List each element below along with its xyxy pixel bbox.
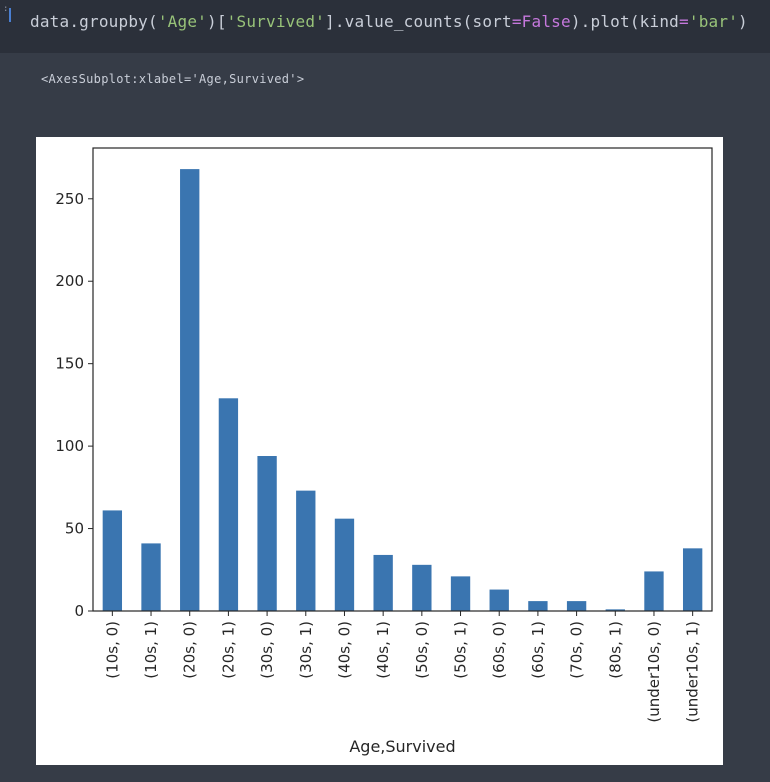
code-keyword-token: False	[521, 12, 571, 31]
bar-chart: 0 50 100 150 200 250 (10s, 0) (10s, 1) (20s, 0)…	[55, 147, 713, 756]
bar	[450, 576, 471, 611]
code-string-token: 'Age'	[157, 12, 207, 31]
code-string-token: 'bar'	[688, 12, 739, 31]
bar	[180, 169, 200, 611]
x-axis-label: Age,Survived	[349, 737, 455, 756]
code-string-token: 'Survived'	[226, 12, 325, 31]
code-operator-token: =	[511, 12, 522, 31]
x-tick-label: (50s, 0)	[413, 621, 431, 679]
y-axis-ticks: 0 50 100 150 200 250	[55, 190, 93, 620]
x-tick-label: (60s, 1)	[529, 621, 547, 679]
bar	[605, 609, 625, 611]
y-tick-label: 250	[55, 190, 84, 208]
x-axis-ticks: (10s, 0) (10s, 1) (20s, 0) (20s, 1) (30s, 0)…	[103, 611, 702, 723]
bar	[296, 490, 316, 611]
x-tick-label: (40s, 1)	[374, 621, 392, 679]
plot-output: 0 50 100 150 200 250 (10s, 0) (10s, 1) (20s, 0)…	[36, 137, 723, 765]
y-tick-label: 50	[65, 520, 84, 538]
bar	[218, 398, 239, 611]
code-cell[interactable]: : data.groupby('Age')['Survived'].value_…	[0, 0, 770, 53]
x-tick-label: (under10s, 0)	[645, 621, 663, 723]
code-token: data.groupby(	[30, 12, 158, 31]
x-tick-label: (10s, 0)	[103, 621, 121, 679]
x-tick-label: (20s, 0)	[181, 621, 199, 679]
bar	[682, 548, 703, 611]
x-tick-label: (30s, 1)	[297, 621, 315, 679]
x-tick-label: (30s, 0)	[258, 621, 276, 679]
bar	[102, 510, 123, 611]
bar	[566, 601, 587, 611]
x-tick-label: (70s, 0)	[568, 621, 586, 679]
bars-group	[102, 169, 703, 611]
code-token: ].value_counts(sort	[325, 12, 512, 31]
bar	[412, 564, 432, 611]
output-repr: <AxesSubplot:xlabel='Age,Survived'>	[41, 72, 305, 86]
bar	[141, 543, 161, 611]
code-token: ).plot(kind	[570, 12, 680, 31]
x-tick-label: (50s, 1)	[452, 621, 470, 679]
code-input[interactable]: data.groupby('Age')['Survived'].value_co…	[30, 12, 748, 31]
active-cell-marker	[9, 8, 11, 22]
bar	[257, 456, 277, 611]
bar	[644, 571, 664, 611]
x-tick-label: (40s, 0)	[335, 621, 353, 679]
bar	[373, 554, 393, 611]
x-tick-label: (under10s, 1)	[684, 621, 702, 723]
code-token: )	[738, 12, 748, 31]
y-tick-label: 100	[55, 437, 84, 455]
axes-frame	[92, 147, 713, 612]
cell-prompt: :	[3, 4, 9, 14]
x-tick-label: (80s, 1)	[606, 621, 624, 679]
x-tick-label: (60s, 0)	[490, 621, 508, 679]
y-tick-label: 150	[55, 355, 84, 373]
bar	[334, 518, 355, 611]
y-tick-label: 0	[74, 602, 84, 620]
code-token: )[	[207, 12, 227, 31]
y-tick-label: 200	[55, 272, 84, 290]
x-tick-label: (10s, 1)	[142, 621, 160, 679]
bar	[489, 589, 509, 611]
x-tick-label: (20s, 1)	[219, 621, 237, 679]
code-operator-token: =	[679, 12, 689, 31]
bar	[528, 601, 548, 611]
